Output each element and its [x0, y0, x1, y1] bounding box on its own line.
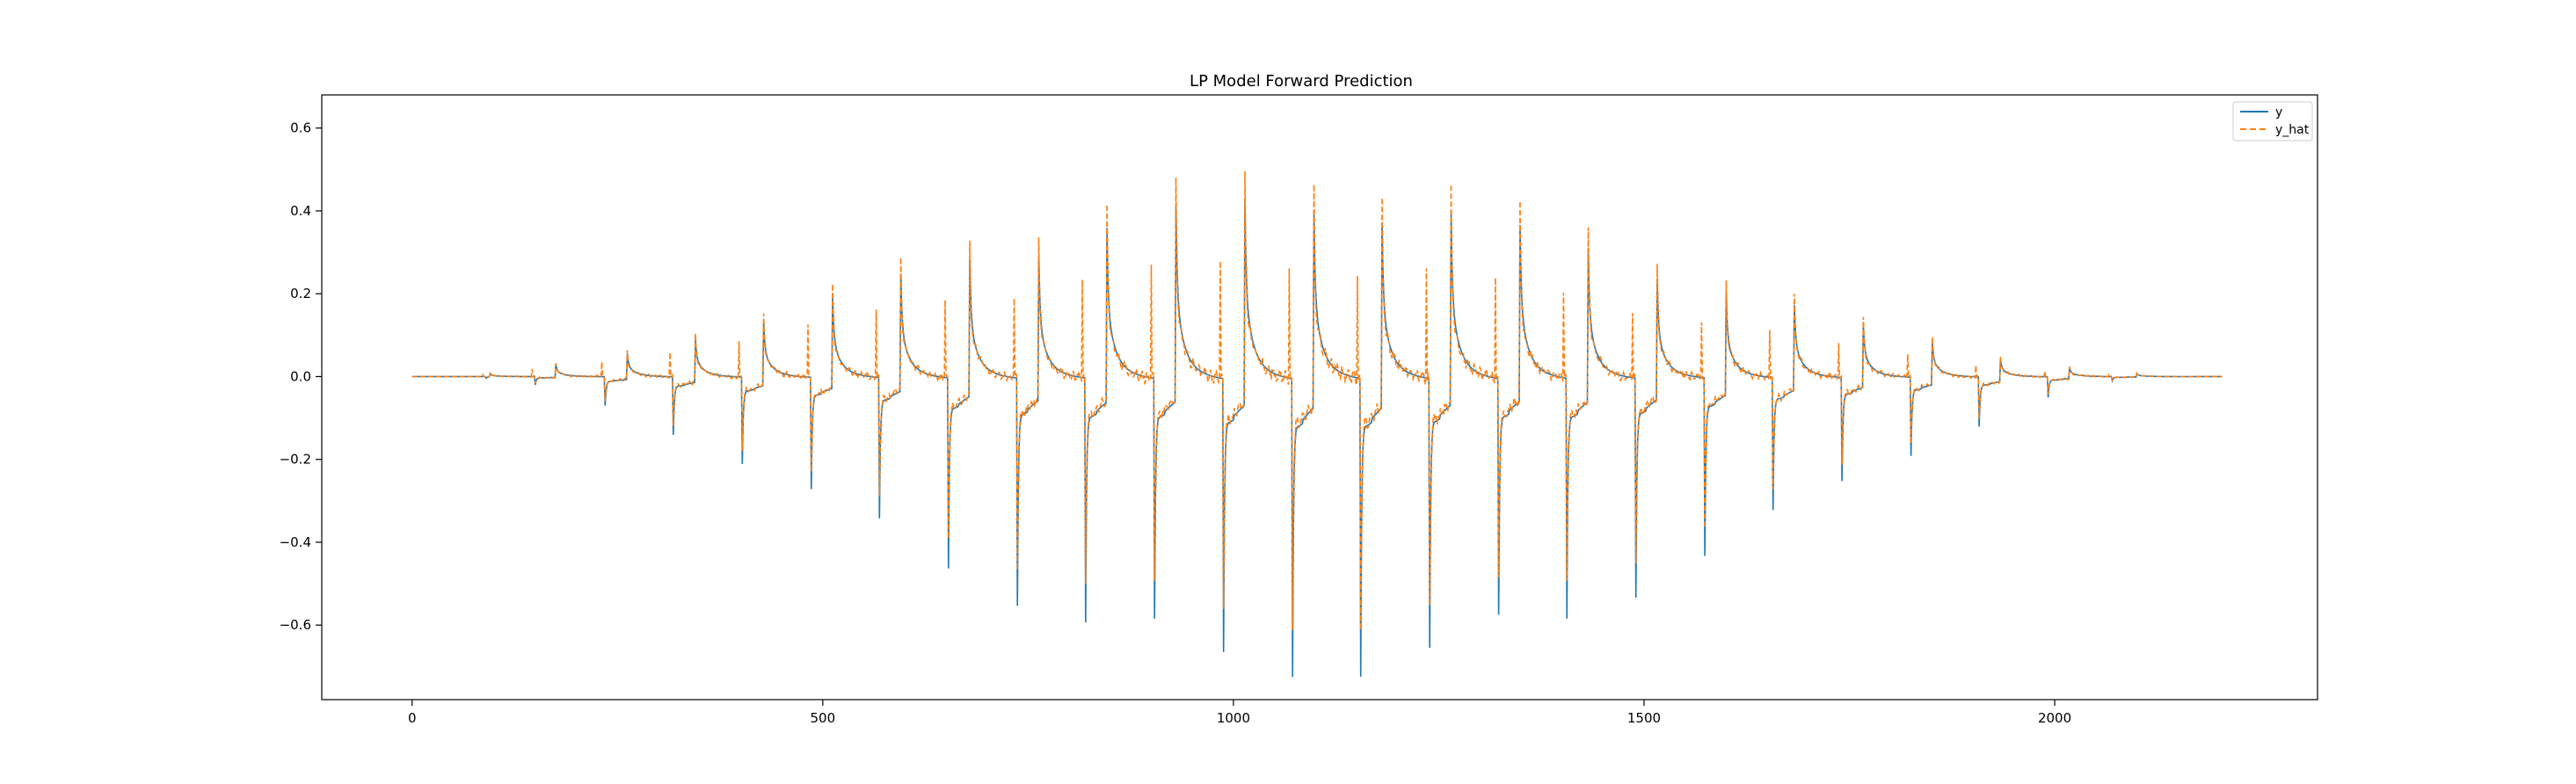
legend-label-y: y	[2275, 105, 2282, 120]
legend-label-y-hat: y_hat	[2275, 123, 2310, 137]
y-tick-label: −0.6	[280, 617, 311, 633]
y-tick-label: 0.6	[290, 120, 311, 136]
plot-area-series	[411, 171, 2223, 678]
y-tick-label: −0.4	[280, 534, 311, 550]
y-tick-label: 0.4	[290, 203, 311, 219]
y-tick-label: 0.0	[290, 368, 311, 384]
y-axis: −0.6 −0.4 −0.2 0.0 0.2 0.4 0.6	[280, 120, 322, 633]
legend: y y_hat	[2232, 101, 2313, 142]
x-tick-label: 500	[811, 710, 836, 726]
x-axis: 0 500 1000 1500 2000	[408, 700, 2071, 726]
plot-frame	[321, 94, 2318, 701]
chart-title: LP Model Forward Prediction	[1190, 72, 1413, 91]
series-line-y	[411, 199, 2223, 678]
y-tick-label: −0.2	[280, 452, 311, 468]
series-line-y-hat	[411, 171, 2223, 630]
x-tick-label: 1500	[1627, 710, 1661, 726]
x-tick-label: 2000	[2038, 710, 2071, 726]
x-tick-label: 1000	[1217, 710, 1250, 726]
x-tick-label: 0	[408, 710, 417, 726]
y-tick-label: 0.2	[290, 286, 311, 301]
